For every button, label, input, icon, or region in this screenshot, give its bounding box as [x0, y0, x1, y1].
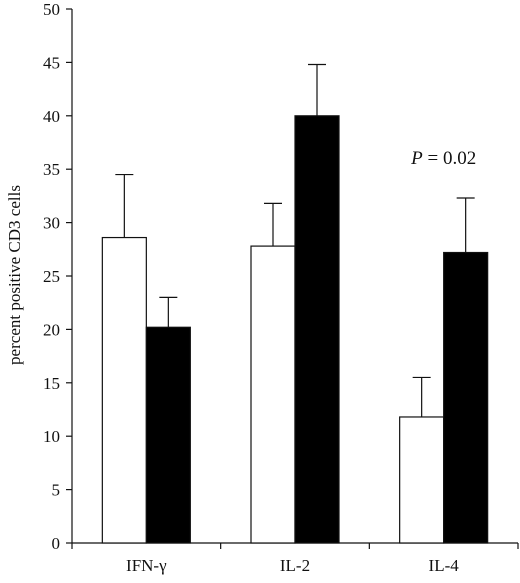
y-axis-title: percent positive CD3 cells	[5, 185, 24, 365]
bar-il4-2	[443, 251, 489, 544]
x-tick-label: IFN-γ	[126, 556, 167, 575]
x-tick-label: IL-2	[280, 556, 310, 575]
y-tick-label: 10	[43, 427, 60, 446]
y-tick-label: 40	[43, 107, 60, 126]
bars	[101, 115, 489, 544]
p-value-symbol: P	[410, 148, 423, 169]
y-tick-label: 15	[43, 374, 60, 393]
bar-il4-1	[399, 416, 445, 544]
y-tick-label: 0	[52, 534, 61, 553]
y-tick-label: 30	[43, 214, 60, 233]
y-tick-label: 35	[43, 160, 60, 179]
bar-il2-2	[294, 115, 340, 544]
bar-il2-1	[250, 245, 296, 544]
error-bars	[115, 63, 475, 417]
tick-labels: 0 5 10 15 20 25 30 35 40 45 50 IFN-γ IL-2 IL-4	[43, 0, 459, 575]
y-tick-label: 45	[43, 53, 60, 72]
bar-ifn-1	[101, 236, 147, 544]
y-tick-label: 20	[43, 320, 60, 339]
y-tick-label: 50	[43, 0, 60, 19]
y-tick-label: 25	[43, 267, 60, 286]
x-tick-label: IL-4	[429, 556, 460, 575]
p-value-annotation: P = 0.02	[410, 148, 476, 169]
y-tick-label: 5	[52, 481, 61, 500]
p-value-text: = 0.02	[423, 148, 476, 169]
bar-ifn-2	[145, 326, 191, 544]
